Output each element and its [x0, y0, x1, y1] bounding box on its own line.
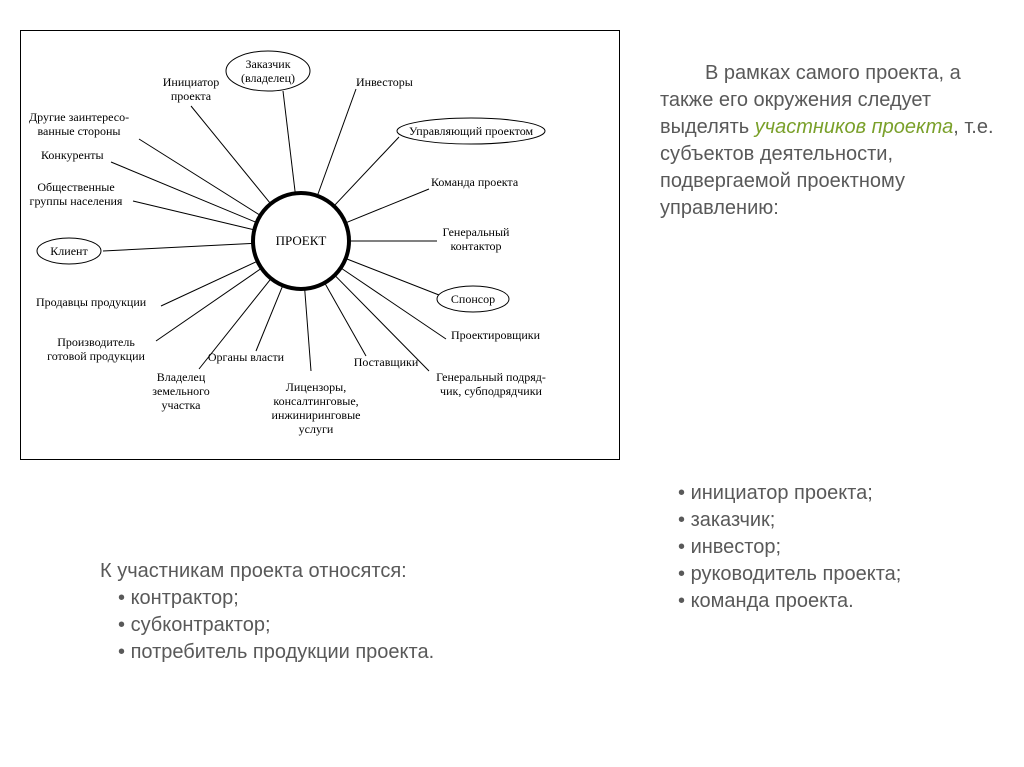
svg-text:Клиент: Клиент — [50, 244, 88, 258]
svg-text:Генеральный подряд-: Генеральный подряд- — [436, 370, 546, 384]
svg-text:земельного: земельного — [152, 384, 210, 398]
svg-text:ПРОЕКТ: ПРОЕКТ — [276, 233, 327, 248]
svg-text:контактор: контактор — [450, 239, 501, 253]
svg-text:проекта: проекта — [171, 89, 212, 103]
list-item: контрактор; — [118, 585, 600, 612]
svg-text:участка: участка — [162, 398, 202, 412]
svg-text:Производитель: Производитель — [57, 335, 135, 349]
svg-text:Генеральный: Генеральный — [443, 225, 510, 239]
svg-text:Проектировщики: Проектировщики — [451, 328, 541, 342]
svg-text:Продавцы продукции: Продавцы продукции — [36, 295, 147, 309]
svg-text:Инициатор: Инициатор — [163, 75, 219, 89]
svg-text:Органы власти: Органы власти — [208, 350, 285, 364]
list-item: заказчик; — [678, 507, 1000, 534]
list-item: инвестор; — [678, 534, 1000, 561]
list-item: руководитель проекта; — [678, 561, 1000, 588]
svg-text:(владелец): (владелец) — [241, 71, 295, 85]
svg-text:инжиниринговые: инжиниринговые — [272, 408, 361, 422]
slide: ПРОЕКТ Заказчик(владелец) Инициаторпроекта… — [0, 0, 1024, 767]
svg-text:Владелец: Владелец — [157, 370, 206, 384]
list-item: потребитель продукции проекта. — [118, 639, 600, 666]
svg-text:Конкуренты: Конкуренты — [41, 148, 104, 162]
radial-diagram: ПРОЕКТ Заказчик(владелец) Инициаторпроекта… — [21, 31, 621, 461]
svg-text:Инвесторы: Инвесторы — [356, 75, 413, 89]
svg-text:Общественные: Общественные — [37, 180, 114, 194]
diagram-frame: ПРОЕКТ Заказчик(владелец) Инициаторпроекта… — [20, 30, 620, 460]
list-item: субконтрактор; — [118, 612, 600, 639]
svg-text:услуги: услуги — [299, 422, 334, 436]
list-item: инициатор проекта; — [678, 480, 1000, 507]
secondary-heading: К участникам проекта относятся: — [100, 558, 600, 585]
svg-text:готовой продукции: готовой продукции — [47, 349, 145, 363]
intro-paragraph: В рамках самого проекта, а также его окр… — [660, 60, 1000, 222]
svg-text:Поставщики: Поставщики — [354, 355, 419, 369]
svg-text:консалтинговые,: консалтинговые, — [273, 394, 358, 408]
participants-primary-list: инициатор проекта;заказчик;инвестор;руко… — [660, 480, 1000, 615]
svg-text:ванные стороны: ванные стороны — [38, 124, 121, 138]
para-highlight: участников проекта — [755, 116, 953, 138]
svg-text:Управляющий проектом: Управляющий проектом — [409, 124, 534, 138]
participants-secondary: К участникам проекта относятся: контракт… — [100, 558, 600, 666]
svg-text:Заказчик: Заказчик — [245, 57, 290, 71]
svg-text:Команда проекта: Команда проекта — [431, 175, 519, 189]
list-item: команда проекта. — [678, 588, 1000, 615]
svg-text:Лицензоры,: Лицензоры, — [286, 380, 346, 394]
svg-text:чик, субподрядчики: чик, субподрядчики — [440, 384, 542, 398]
svg-text:Спонсор: Спонсор — [451, 292, 495, 306]
svg-text:группы населения: группы населения — [30, 194, 123, 208]
svg-text:Другие заинтересо-: Другие заинтересо- — [29, 110, 129, 124]
